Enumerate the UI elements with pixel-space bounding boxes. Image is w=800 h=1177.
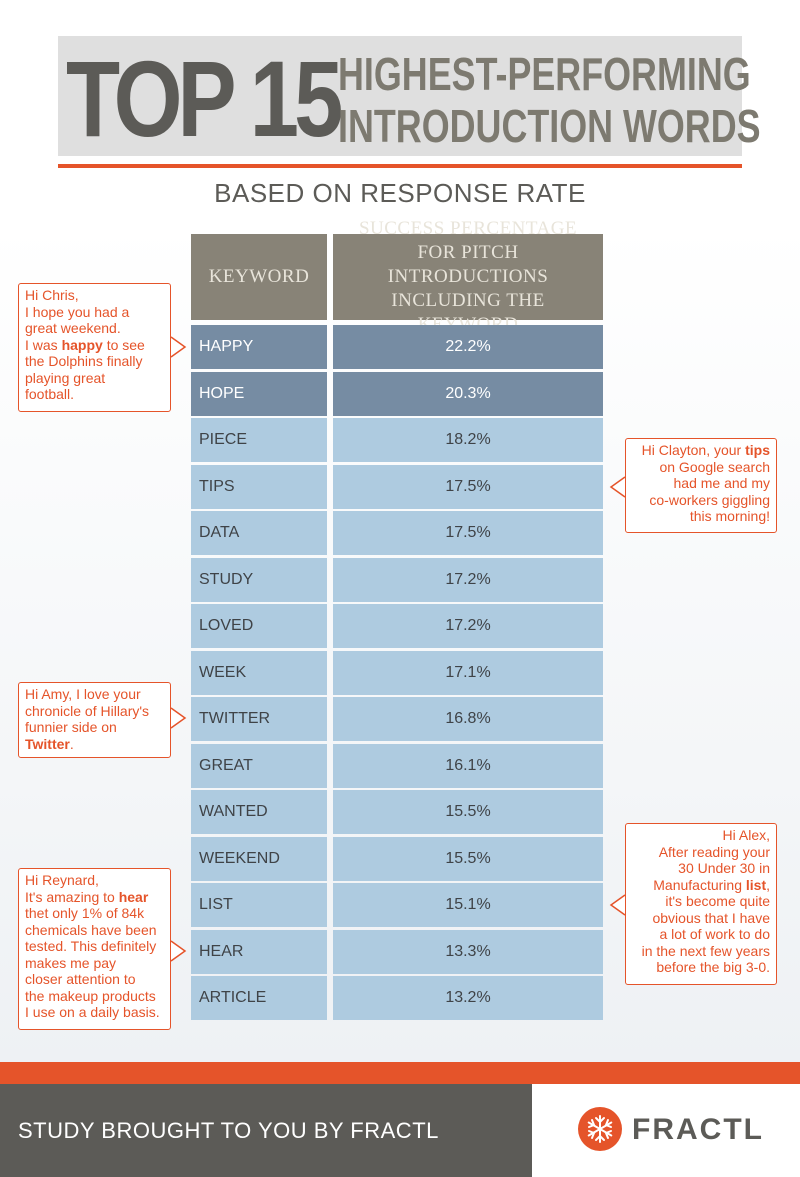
percentage-cell: 17.2% xyxy=(333,557,603,602)
callout-text: thet only 1% of 84k chemicals have been … xyxy=(25,905,160,1020)
snowflake-icon xyxy=(578,1107,622,1151)
keyword-cell: LIST xyxy=(191,883,327,927)
keyword-cell: HAPPY xyxy=(191,325,327,369)
callout-text: to see the Dolphins finally playing grea… xyxy=(25,336,145,403)
callout-keyword: hear xyxy=(118,888,149,905)
percentage-cell: 18.2% xyxy=(333,418,603,462)
page-subtitle: BASED ON RESPONSE RATE xyxy=(214,178,586,208)
callout-keyword: list xyxy=(745,876,767,893)
page-title-top15: TOP 15 xyxy=(66,38,343,159)
keyword-cell: HOPE xyxy=(191,371,327,416)
footer-credit-text: STUDY BROUGHT TO YOU BY FRACTL xyxy=(18,1117,439,1143)
callout-keyword: Twitter xyxy=(25,735,70,752)
keyword-cell: DATA xyxy=(191,511,327,555)
percentage-cell: 16.8% xyxy=(333,697,603,741)
header-success-percentage: SUCCESS PERCENTAGE FOR PITCH INTRODUCTIO… xyxy=(333,218,603,335)
percentage-cell: 17.2% xyxy=(333,604,603,648)
footer-divider xyxy=(0,1062,800,1084)
footer-credit: STUDY BROUGHT TO YOU BY FRACTL xyxy=(0,1084,532,1177)
percentage-cell: 17.5% xyxy=(333,464,603,509)
percentage-cell: 13.2% xyxy=(333,976,603,1020)
percentage-cell: 17.5% xyxy=(333,511,603,555)
callout-amy: Hi Amy, I love your chronicle of Hillary… xyxy=(18,682,171,758)
callout-text: Hi Alex, After reading your 30 Under 30 … xyxy=(653,827,770,893)
keyword-cell: TIPS xyxy=(191,464,327,509)
percentage-cell: 22.2% xyxy=(333,325,603,369)
callout-chris: Hi Chris, I hope you had a great weekend… xyxy=(18,283,171,412)
callout-text: Hi Reynard, It's amazing to xyxy=(25,872,115,905)
percentage-cell: 15.5% xyxy=(333,836,603,881)
keyword-cell: HEAR xyxy=(191,929,327,974)
keyword-cell: TWITTER xyxy=(191,697,327,741)
brand-logo-text: FRACTL xyxy=(632,1113,764,1146)
callout-keyword: happy xyxy=(61,336,103,353)
callout-reynard: Hi Reynard, It's amazing to hear thet on… xyxy=(18,868,171,1030)
callout-clayton: Hi Clayton, your tips on Google search h… xyxy=(625,438,777,533)
keyword-cell: GREAT xyxy=(191,743,327,788)
keyword-cell: PIECE xyxy=(191,418,327,462)
callout-text: Hi Amy, I love your chronicle of Hillary… xyxy=(25,686,150,735)
percentage-cell: 15.5% xyxy=(333,790,603,834)
title-divider xyxy=(58,164,742,168)
callout-alex: Hi Alex, After reading your 30 Under 30 … xyxy=(625,823,777,985)
percentage-cell: 16.1% xyxy=(333,743,603,788)
keyword-cell: LOVED xyxy=(191,604,327,648)
keyword-cell: WEEKEND xyxy=(191,836,327,881)
percentage-cell: 17.1% xyxy=(333,650,603,695)
percentage-cell: 13.3% xyxy=(333,929,603,974)
title-box xyxy=(58,36,742,156)
keyword-table: KEYWORD SUCCESS PERCENTAGE FOR PITCH INTR… xyxy=(191,218,603,1020)
keyword-cell: ARTICLE xyxy=(191,976,327,1020)
callout-text: on Google search had me and my co-worker… xyxy=(649,458,770,524)
keyword-cell: STUDY xyxy=(191,557,327,602)
keyword-cell: WEEK xyxy=(191,650,327,695)
callout-text: Hi Chris, I hope you had a great weekend… xyxy=(25,287,130,353)
percentage-cell: 20.3% xyxy=(333,371,603,416)
footer-logo-area xyxy=(532,1084,800,1177)
percentage-cell: 15.1% xyxy=(333,883,603,927)
callout-text: Hi Clayton, your xyxy=(641,442,746,458)
keyword-cell: WANTED xyxy=(191,790,327,834)
callout-text: . xyxy=(69,735,74,752)
header-keyword: KEYWORD xyxy=(191,234,327,320)
callout-text: , it's become quite obvious that I have … xyxy=(641,876,770,976)
callout-keyword: tips xyxy=(745,442,770,458)
